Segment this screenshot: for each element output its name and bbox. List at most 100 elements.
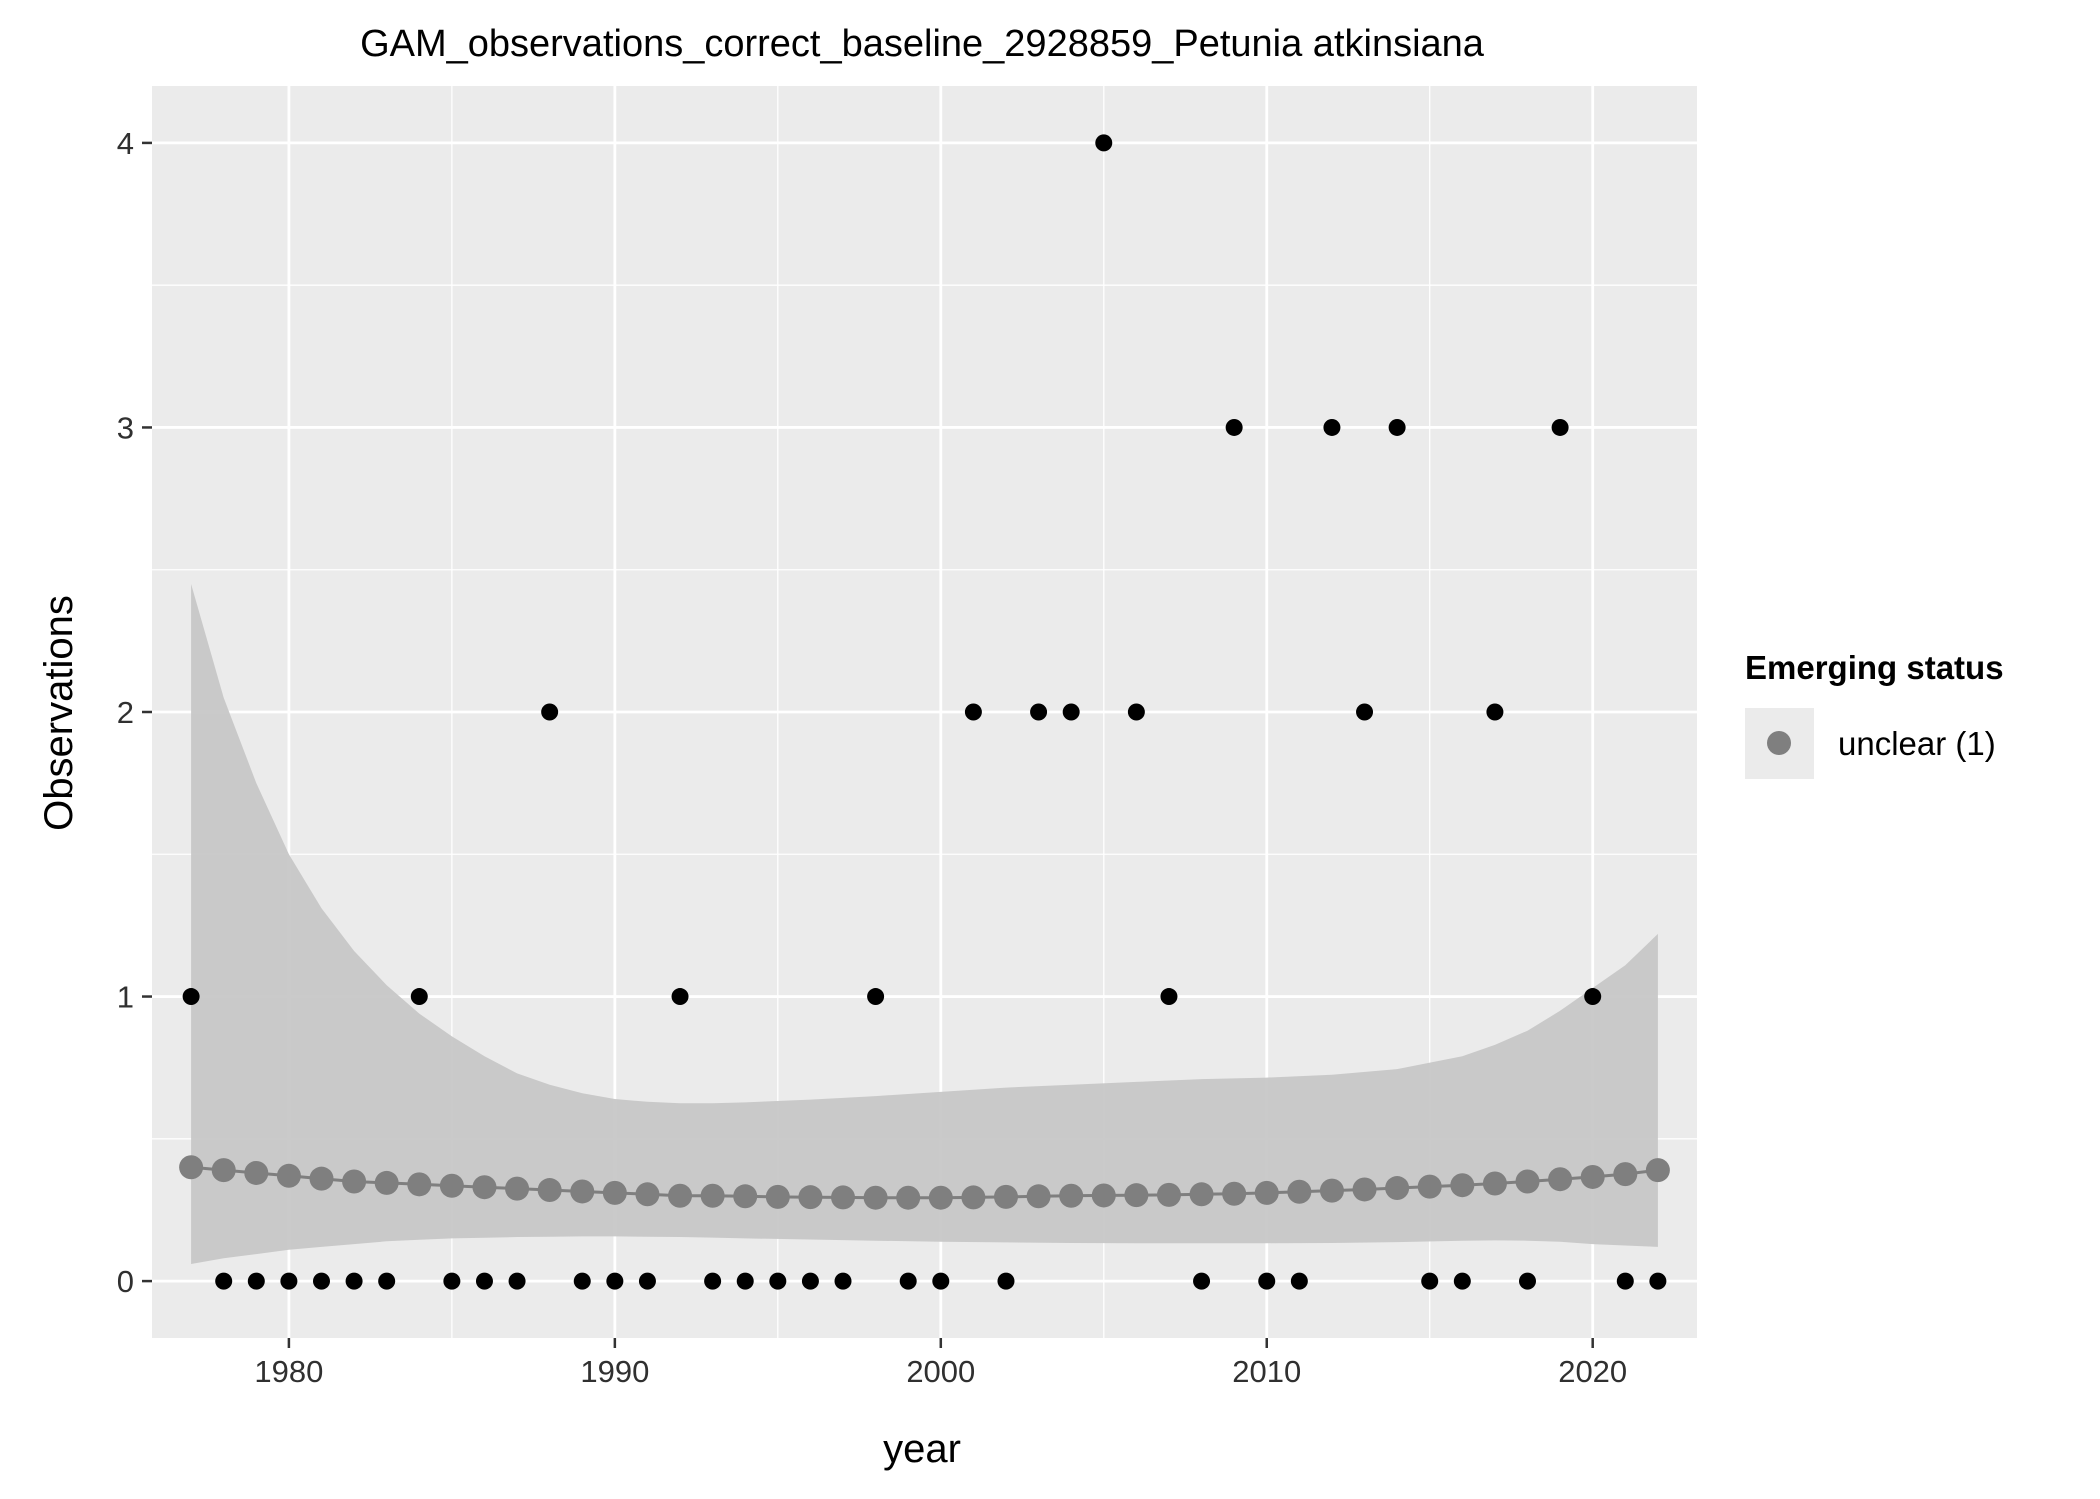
fitted-point xyxy=(668,1183,693,1208)
fitted-point xyxy=(831,1185,856,1210)
fitted-point xyxy=(1189,1182,1214,1207)
fitted-point xyxy=(1156,1182,1181,1207)
axes: 0 1 2 3 4 1980 1990 2000 2010 2020 xyxy=(117,126,1627,1389)
observed-point xyxy=(899,1272,917,1290)
fitted-point xyxy=(374,1170,399,1195)
fitted-point xyxy=(1645,1158,1670,1183)
fitted-point xyxy=(1254,1180,1279,1205)
observed-point xyxy=(182,988,200,1006)
y-tick-label: 0 xyxy=(117,1264,134,1299)
observed-point xyxy=(1551,418,1569,436)
y-axis-title: Observations xyxy=(37,595,81,831)
observed-series-layer xyxy=(182,134,1667,1290)
fitted-point xyxy=(1450,1173,1475,1198)
fitted-point xyxy=(1352,1177,1377,1202)
observed-point xyxy=(1421,1272,1439,1290)
fitted-point xyxy=(928,1185,953,1210)
observed-point xyxy=(1649,1272,1667,1290)
x-tick-label: 2010 xyxy=(1232,1354,1301,1389)
observed-point xyxy=(1160,988,1178,1006)
fitted-point xyxy=(1385,1176,1410,1201)
observed-point xyxy=(410,988,428,1006)
fitted-point xyxy=(635,1182,660,1207)
fitted-point xyxy=(765,1184,790,1209)
observed-point xyxy=(1225,418,1243,436)
fitted-point xyxy=(1319,1178,1344,1203)
fitted-point xyxy=(602,1180,627,1205)
observed-point xyxy=(508,1272,526,1290)
observed-point xyxy=(769,1272,787,1290)
x-tick-label: 1980 xyxy=(254,1354,323,1389)
observed-point xyxy=(1584,988,1602,1006)
confidence-band xyxy=(191,584,1658,1264)
observed-point xyxy=(606,1272,624,1290)
observed-point xyxy=(541,703,559,721)
observed-point xyxy=(1356,703,1374,721)
observed-point xyxy=(1486,703,1504,721)
fitted-point xyxy=(505,1176,530,1201)
fitted-point xyxy=(863,1185,888,1210)
y-tick-label: 3 xyxy=(117,410,134,445)
fitted-point xyxy=(570,1179,595,1204)
observed-point xyxy=(247,1272,265,1290)
fitted-line xyxy=(190,1165,1659,1200)
fitted-point xyxy=(309,1166,334,1191)
observed-point xyxy=(704,1272,722,1290)
y-tick-label: 1 xyxy=(117,980,134,1015)
observed-point xyxy=(671,988,689,1006)
chart-title: GAM_observations_correct_baseline_292885… xyxy=(360,23,1485,65)
x-tick-label: 1990 xyxy=(580,1354,649,1389)
observed-point xyxy=(801,1272,819,1290)
observed-point xyxy=(1258,1272,1276,1290)
fitted-point xyxy=(179,1155,204,1180)
fitted-point xyxy=(1515,1169,1540,1194)
observed-point xyxy=(1519,1272,1537,1290)
grid-lines xyxy=(152,86,1697,1338)
fitted-point xyxy=(1580,1164,1605,1189)
legend-title: Emerging status xyxy=(1745,649,2004,686)
fitted-point xyxy=(993,1184,1018,1209)
fitted-point xyxy=(733,1184,758,1209)
fitted-point xyxy=(1124,1183,1149,1208)
observed-point xyxy=(215,1272,233,1290)
fitted-point xyxy=(700,1183,725,1208)
observed-point xyxy=(1388,418,1406,436)
fitted-point xyxy=(1548,1167,1573,1192)
fitted-point xyxy=(798,1185,823,1210)
fitted-point xyxy=(342,1169,367,1194)
fitted-series-layer xyxy=(179,1155,1670,1210)
observed-point xyxy=(280,1272,298,1290)
x-axis-title: year xyxy=(883,1427,961,1471)
observed-point xyxy=(1127,703,1145,721)
fitted-point xyxy=(537,1178,562,1203)
observed-point xyxy=(997,1272,1015,1290)
y-tick-label: 4 xyxy=(117,126,134,161)
observed-point xyxy=(475,1272,493,1290)
confidence-band-layer xyxy=(191,584,1658,1264)
observed-point xyxy=(736,1272,754,1290)
observed-point xyxy=(345,1272,363,1290)
fitted-point xyxy=(211,1158,236,1183)
observed-point xyxy=(932,1272,950,1290)
observed-point xyxy=(1193,1272,1211,1290)
fitted-point xyxy=(1026,1184,1051,1209)
fitted-point xyxy=(472,1175,497,1200)
fitted-point xyxy=(1059,1183,1084,1208)
x-tick-label: 2000 xyxy=(906,1354,975,1389)
fitted-point xyxy=(961,1185,986,1210)
observed-point xyxy=(834,1272,852,1290)
fitted-point xyxy=(276,1163,301,1188)
observed-point xyxy=(1062,703,1080,721)
observed-point xyxy=(1290,1272,1308,1290)
observed-point xyxy=(1095,134,1113,152)
legend: Emerging status unclear (1) xyxy=(1745,649,2004,779)
fitted-point xyxy=(1482,1171,1507,1196)
legend-key-dot xyxy=(1767,731,1791,755)
observed-point xyxy=(867,988,885,1006)
fitted-point xyxy=(1222,1181,1247,1206)
observed-point xyxy=(964,703,982,721)
observed-point xyxy=(443,1272,461,1290)
observed-point xyxy=(378,1272,396,1290)
fitted-point xyxy=(407,1172,432,1197)
